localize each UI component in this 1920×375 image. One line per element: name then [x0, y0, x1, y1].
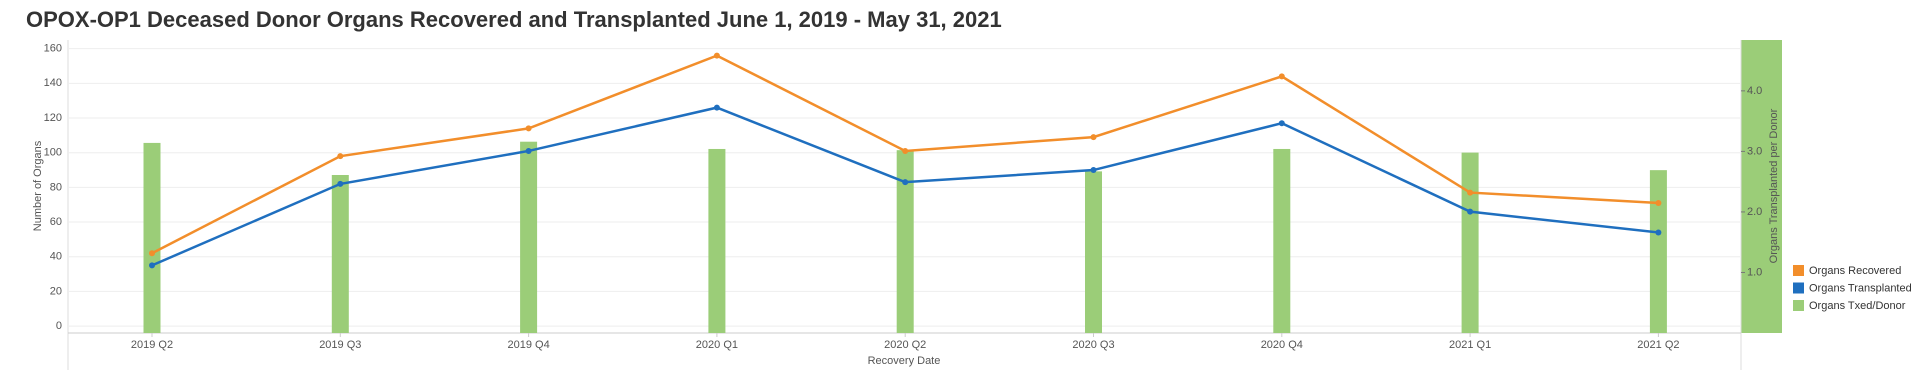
- point: [713, 104, 720, 111]
- legend-swatch: [1793, 282, 1804, 294]
- point: [337, 180, 344, 187]
- y2-tick-label: 2.0: [1747, 206, 1762, 218]
- y-tick-label: 0: [56, 320, 62, 332]
- y-tick-label: 120: [44, 112, 62, 124]
- chart-title: OPOX-OP1 Deceased Donor Organs Recovered…: [26, 7, 1002, 32]
- point: [525, 125, 532, 132]
- point: [1278, 120, 1285, 127]
- y2-tick-label: 4.0: [1747, 85, 1762, 97]
- point: [1655, 199, 1662, 206]
- x-tick-label: 2020 Q2: [884, 339, 926, 351]
- point: [902, 147, 909, 154]
- x-tick-label: 2021 Q1: [1449, 339, 1491, 351]
- y2-axis-title: Organs Transplanted per Donor: [1768, 108, 1780, 263]
- point: [525, 147, 532, 154]
- x-tick-label: 2019 Q3: [319, 339, 361, 351]
- point: [713, 52, 720, 59]
- bar: [331, 174, 349, 333]
- x-tick-label: 2020 Q1: [696, 339, 738, 351]
- point: [1090, 134, 1097, 141]
- point: [149, 262, 155, 269]
- y-tick-label: 140: [44, 77, 62, 89]
- legend-label: Organs Txed/Donor: [1809, 300, 1906, 312]
- point: [902, 179, 909, 186]
- y2-axis-band: [1741, 40, 1782, 333]
- legend-label: Organs Recovered: [1809, 265, 1901, 277]
- y-tick-label: 100: [44, 147, 62, 159]
- legend-label: Organs Transplanted: [1809, 282, 1912, 294]
- point: [1278, 73, 1285, 80]
- bar: [1461, 152, 1479, 333]
- bar: [708, 148, 726, 333]
- bar: [1085, 171, 1102, 333]
- x-tick-label: 2020 Q3: [1072, 339, 1114, 351]
- y2-tick-label: 3.0: [1747, 145, 1762, 157]
- bar: [143, 142, 161, 333]
- bar: [1273, 148, 1291, 333]
- y-tick-label: 60: [50, 216, 62, 228]
- point: [149, 250, 155, 257]
- y-axis-title: Number of Organs: [32, 140, 44, 231]
- y2-tick-label: 1.0: [1747, 266, 1762, 278]
- x-tick-label: 2021 Q2: [1637, 339, 1679, 351]
- bar: [1649, 170, 1667, 333]
- x-tick-label: 2020 Q4: [1261, 339, 1303, 351]
- point: [1090, 167, 1097, 174]
- bar: [520, 141, 538, 333]
- y-tick-label: 40: [50, 251, 62, 263]
- y-tick-label: 20: [50, 285, 62, 297]
- y-tick-label: 160: [44, 43, 62, 55]
- point: [1655, 229, 1662, 236]
- point: [337, 153, 344, 160]
- legend-swatch: [1793, 265, 1804, 276]
- x-axis-title: Recovery Date: [868, 355, 941, 367]
- x-tick-label: 2019 Q4: [507, 339, 549, 351]
- legend-swatch: [1793, 300, 1804, 311]
- x-tick-label: 2019 Q2: [131, 339, 173, 351]
- y-tick-label: 80: [50, 181, 62, 193]
- point: [1467, 208, 1474, 215]
- point: [1467, 189, 1474, 196]
- bar: [896, 150, 914, 333]
